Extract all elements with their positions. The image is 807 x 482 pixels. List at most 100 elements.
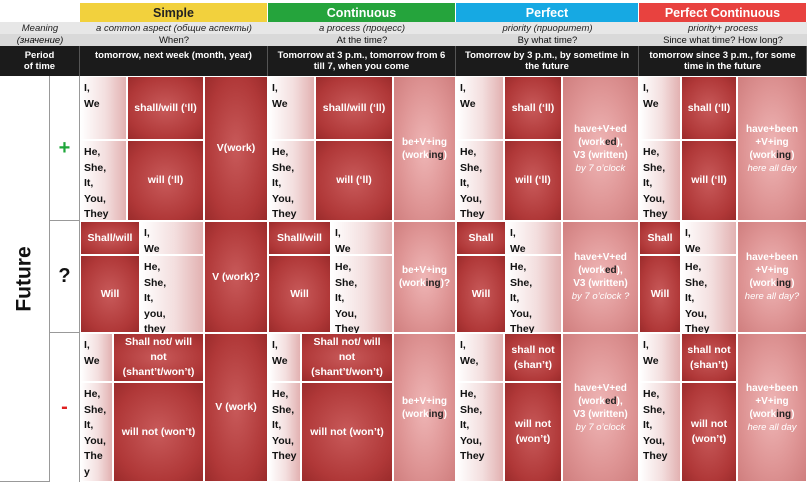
aux-will: will (‘ll): [315, 140, 393, 221]
pron-he-they: He, She, It, You, They: [331, 255, 393, 335]
form-text: (work: [749, 278, 777, 289]
form-hbv-line3: (working): [749, 408, 794, 421]
meaning-continuous: a process (процесс): [268, 22, 456, 34]
aux-will: will (‘ll): [504, 140, 562, 221]
form-have-ved-line3: V3 (written): [573, 278, 628, 289]
aux-shall-question: Shall: [639, 221, 681, 255]
form-be-ving-line1: be+V+ing: [401, 136, 447, 148]
meaning-perfect-continuous: priority+ process: [639, 22, 807, 34]
pron-he-they: He, She, It, You, They: [456, 140, 504, 221]
affirmative-sign: +: [50, 76, 80, 221]
form-text: ),: [616, 136, 623, 148]
form-text: ),: [616, 265, 623, 276]
aux-shall-will-question: Shall/will: [268, 221, 331, 255]
form-hbv-line1: have+been: [746, 123, 798, 135]
form-hbv-line3: (working): [749, 149, 794, 162]
form-v-work-question: V (work)?: [204, 221, 268, 333]
aux-will-question: Will: [639, 255, 681, 333]
form-have-ved-line3: V3 (written): [573, 408, 628, 420]
pron-i-we: I, We: [80, 76, 127, 140]
negative-sign: -: [50, 333, 80, 482]
form-ed: ed: [604, 265, 617, 276]
form-have-ved-line2: (worked),: [578, 395, 622, 408]
form-have-ved-example: by 7 o’clock ?: [571, 291, 630, 302]
form-be-ving-line1: be+V+ing: [401, 265, 447, 276]
form-have-ved-line1: have+V+ed: [574, 252, 627, 263]
form-text: k: [423, 149, 429, 161]
form-hbv-example: here all day: [747, 421, 797, 433]
form-be-ving-line2: (working)?: [399, 277, 450, 290]
form-have-ved-example: by 7 o’clock: [575, 162, 626, 174]
form-hbv-line2: +V+ing: [755, 265, 789, 276]
pron-he-they: He, She, It, You, They: [456, 382, 504, 482]
form-ing: ing: [428, 408, 444, 420]
pron-i-we: I, We: [639, 333, 681, 382]
form-have-ved-line3: V3 (written): [573, 149, 628, 161]
form-text: ): [443, 149, 447, 161]
form-text: (wor: [401, 408, 424, 420]
period-label-line1: Period: [24, 50, 55, 61]
form-be-ving-line2: (working): [402, 149, 447, 162]
pron-he-they: He, She, It, You, They: [80, 140, 127, 221]
header-perfect-continuous: Perfect Continuous: [639, 3, 807, 22]
form-text: ),: [616, 395, 623, 407]
form-text: ): [791, 149, 795, 161]
form-text: ): [791, 408, 795, 420]
aux-shall-will: shall/will (‘ll): [315, 76, 393, 140]
pron-he-they: He, She, It, You, They: [681, 255, 737, 335]
pron-he-they: He, She, It, You, The y: [80, 382, 113, 482]
form-hbv-line2: +V+ing: [755, 395, 789, 407]
question-perfect-continuous: Since what time? How long?: [639, 34, 807, 46]
form-be-ving-line2: (working): [402, 408, 447, 421]
future-label-cell: Future: [0, 76, 50, 482]
pron-i-we: I, We: [681, 221, 737, 255]
form-ing: ing: [776, 149, 792, 161]
period-continuous-text: Tomorrow at 3 p.m., tomorrow from 6 till…: [277, 50, 446, 72]
pron-i-we: I, We: [506, 221, 562, 255]
period-perfect-continuous-text: tomorrow since 3 p.m., for some time in …: [649, 50, 796, 72]
aux-will: will (‘ll): [127, 140, 204, 221]
pron-i-we: I, We,: [456, 333, 504, 382]
form-text: (work: [749, 408, 777, 420]
period-simple: tomorrow, next week (month, year): [80, 46, 268, 76]
meaning-simple: a common aspect (общие аспекты): [80, 22, 268, 34]
aux-will-question: Will: [268, 255, 331, 333]
form-have-ved-line2: (worked),: [578, 136, 622, 149]
form-ed: ed: [604, 395, 617, 407]
aux-will-not: will not (won’t): [681, 382, 737, 482]
period-label-line2: of time: [23, 61, 56, 72]
meaning-perfect: priority (приоритет): [456, 22, 639, 34]
aux-shall-will: shall/will (‘ll): [127, 76, 204, 140]
form-text: (work: [578, 136, 605, 148]
corner-cell: [0, 0, 80, 22]
form-have-ved-question: have+V+ed (worked), V3 (written) by 7 o’…: [562, 221, 639, 333]
form-ing: ing: [776, 278, 792, 289]
pron-i-we: I, We: [268, 333, 301, 382]
form-be-ving: be+V+ing (working): [393, 76, 456, 221]
pron-he-they: He, She, It, You, They: [268, 382, 301, 482]
aux-will-question: Will: [456, 255, 506, 333]
pron-i-we: I, We: [268, 76, 315, 140]
pron-i-we: I, We: [639, 76, 681, 140]
form-text: ): [791, 278, 795, 289]
aux-will: will (‘ll): [681, 140, 737, 221]
header-continuous: Continuous: [268, 3, 456, 22]
form-v-work-negative: V (work): [204, 333, 268, 482]
form-ed: ed: [604, 136, 617, 148]
period-label: Period of time: [0, 46, 80, 76]
form-have-been-ving: have+been +V+ing (working) here all day: [737, 76, 807, 221]
pron-i-we: I, We: [80, 333, 113, 382]
meaning-ru-label: (значение): [0, 34, 80, 46]
form-ing: ing: [425, 278, 441, 289]
aux-shall-not-will-not: Shall not/ will not (shant’t/won’t): [301, 333, 393, 382]
aux-will-not: will not (won’t): [113, 382, 204, 482]
period-perfect: Tomorrow by 3 p.m., by sometime in the f…: [456, 46, 639, 76]
form-hbv-example: here all day?: [744, 291, 800, 302]
aux-shall-will-question: Shall/will: [80, 221, 140, 255]
aux-shall-not: shall not (shan’t): [681, 333, 737, 382]
form-have-ved-line1: have+V+ed: [574, 382, 627, 394]
pron-he-they: He, She, It, You, They: [639, 140, 681, 221]
aux-will-question: Will: [80, 255, 140, 333]
header-simple: Simple: [80, 3, 268, 22]
